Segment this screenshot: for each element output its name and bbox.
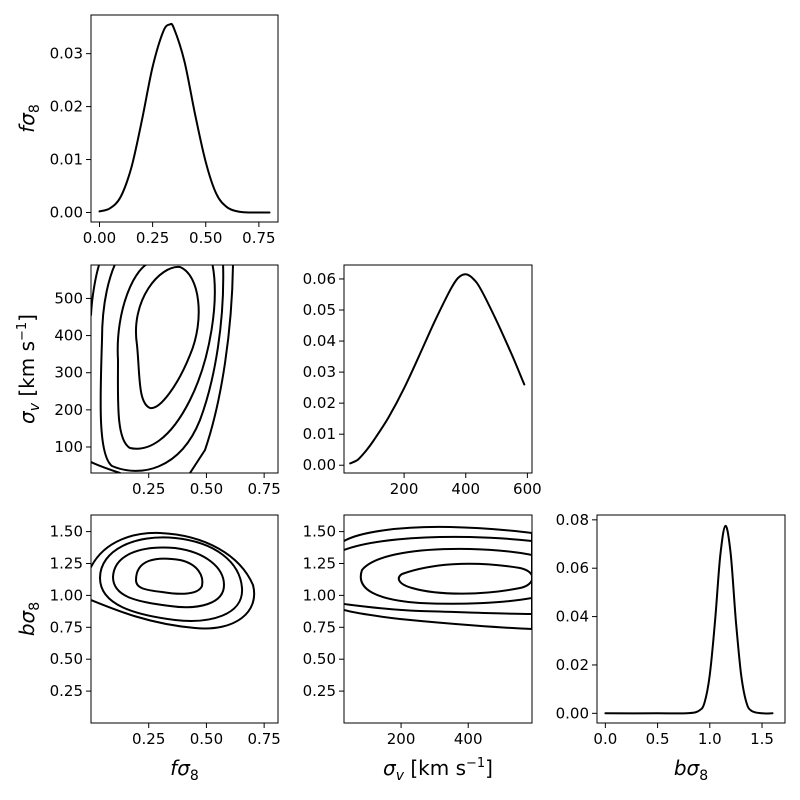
series-line (604, 524, 774, 715)
y-tick-label: 1.25 (303, 554, 336, 572)
series-line (349, 273, 526, 465)
y-tick-label: 100 (54, 438, 83, 456)
x-tick-label: 0.25 (136, 229, 169, 247)
x-tick-label: 200 (390, 480, 419, 498)
y-tick-label: 400 (54, 327, 83, 345)
x-tick-label: 600 (513, 480, 542, 498)
y-axis-label: fσ8 (15, 104, 43, 133)
y-tick-label: 1.50 (50, 523, 83, 541)
panel-p11: 200 400 600 0.00 0.01 0.02 0.03 0.04 0.05 0.06 (303, 264, 542, 498)
x-tick-label: 0.50 (190, 730, 223, 748)
y-tick-label: 0.03 (303, 363, 336, 381)
x-axis-label: fσ8 (170, 756, 199, 784)
contour-level-1 (134, 265, 200, 410)
panel-frame (596, 514, 786, 724)
panel-p22: 0.0 0.5 1.0 1.5 0.00 0.02 0.04 0.06 0.08 bσ8 (556, 511, 786, 784)
y-tick-label: 500 (54, 289, 83, 307)
y-axis-label: bσ8 (15, 602, 43, 636)
contour-level-1 (397, 562, 532, 595)
x-axis-label: bσ8 (674, 756, 708, 784)
contour-level-2 (116, 265, 216, 450)
x-tick-label: 400 (451, 480, 480, 498)
panel-frame (90, 264, 279, 474)
panel-frame (343, 264, 533, 474)
panel-p20: 0.25 0.50 0.75 0.25 0.50 0.75 1.00 1.25 1.50 bσ8 f… (15, 514, 281, 784)
y-tick-label: 1.00 (50, 586, 83, 604)
x-tick-label: 0.75 (247, 730, 280, 748)
y-tick-label: 0.25 (50, 682, 83, 700)
y-tick-label: 0.75 (303, 618, 336, 636)
panel-frame (90, 14, 279, 223)
contour-group (344, 525, 532, 630)
contour-level-3 (99, 536, 244, 622)
y-tick-label: 1.00 (303, 586, 336, 604)
y-tick-label: 0.02 (50, 98, 83, 116)
panel-frame (90, 514, 279, 724)
y-tick-label: 0.00 (556, 704, 589, 722)
contour-level-4 (344, 525, 532, 630)
y-tick-label: 0.05 (303, 301, 336, 319)
y-tick-label: 0.75 (50, 618, 83, 636)
x-tick-label: 200 (387, 730, 416, 748)
x-tick-label: 0.75 (242, 229, 275, 247)
y-tick-label: 0.01 (303, 425, 336, 443)
contour-level-2 (112, 546, 225, 609)
y-tick-label: 0.00 (303, 456, 336, 474)
y-tick-label: 0.50 (303, 650, 336, 668)
y-tick-label: 0.01 (50, 151, 83, 169)
y-tick-label: 0.08 (556, 511, 589, 529)
y-tick-label: 0.06 (556, 559, 589, 577)
panel-p00: 0.00 0.25 0.50 0.75 0.00 0.01 0.02 0.03 fσ8 (15, 14, 279, 247)
x-tick-label: 0.50 (190, 480, 223, 498)
y-tick-label: 0.25 (303, 682, 336, 700)
contour-group (91, 531, 256, 630)
y-tick-label: 1.50 (303, 523, 336, 541)
x-tick-label: 0.00 (83, 229, 116, 247)
contour-level-3 (99, 265, 225, 472)
y-tick-label: 0.02 (556, 656, 589, 674)
x-tick-label: 0.25 (132, 480, 165, 498)
y-tick-label: 300 (54, 364, 83, 382)
contour-level-1 (135, 557, 204, 595)
y-tick-label: 200 (54, 401, 83, 419)
x-tick-label: 0.5 (646, 730, 670, 748)
contour-level-3 (344, 535, 532, 615)
series-line (98, 22, 271, 214)
y-tick-label: 0.04 (556, 608, 589, 626)
contour-level-2 (359, 547, 532, 605)
x-tick-label: 400 (454, 730, 483, 748)
panel-p10: 0.25 0.50 0.75 100 200 300 400 500 σv [km s−1] (15, 264, 281, 498)
x-tick-label: 0.25 (132, 730, 165, 748)
y-tick-label: 0.06 (303, 270, 336, 288)
x-tick-label: 0.75 (247, 480, 280, 498)
y-tick-label: 0.03 (50, 45, 83, 63)
x-tick-label: 1.5 (750, 730, 774, 748)
contour-group (91, 265, 234, 473)
contour-level-4 (91, 531, 256, 630)
y-tick-label: 1.25 (50, 554, 83, 572)
x-tick-label: 0.50 (189, 229, 222, 247)
y-tick-label: 0.02 (303, 394, 336, 412)
x-axis-label: σv [km s−1] (383, 756, 493, 784)
contour-level-4 (91, 265, 234, 473)
y-axis-label: σv [km s−1] (15, 314, 43, 424)
panel-frame (343, 514, 533, 724)
panel-p21: 200 400 0.25 0.50 0.75 1.00 1.25 1.50 σv [km s−1… (303, 514, 533, 784)
y-tick-label: 0.00 (50, 203, 83, 221)
y-tick-label: 0.50 (50, 650, 83, 668)
y-tick-label: 0.04 (303, 332, 336, 350)
x-tick-label: 0.0 (593, 730, 617, 748)
x-tick-label: 1.0 (698, 730, 722, 748)
